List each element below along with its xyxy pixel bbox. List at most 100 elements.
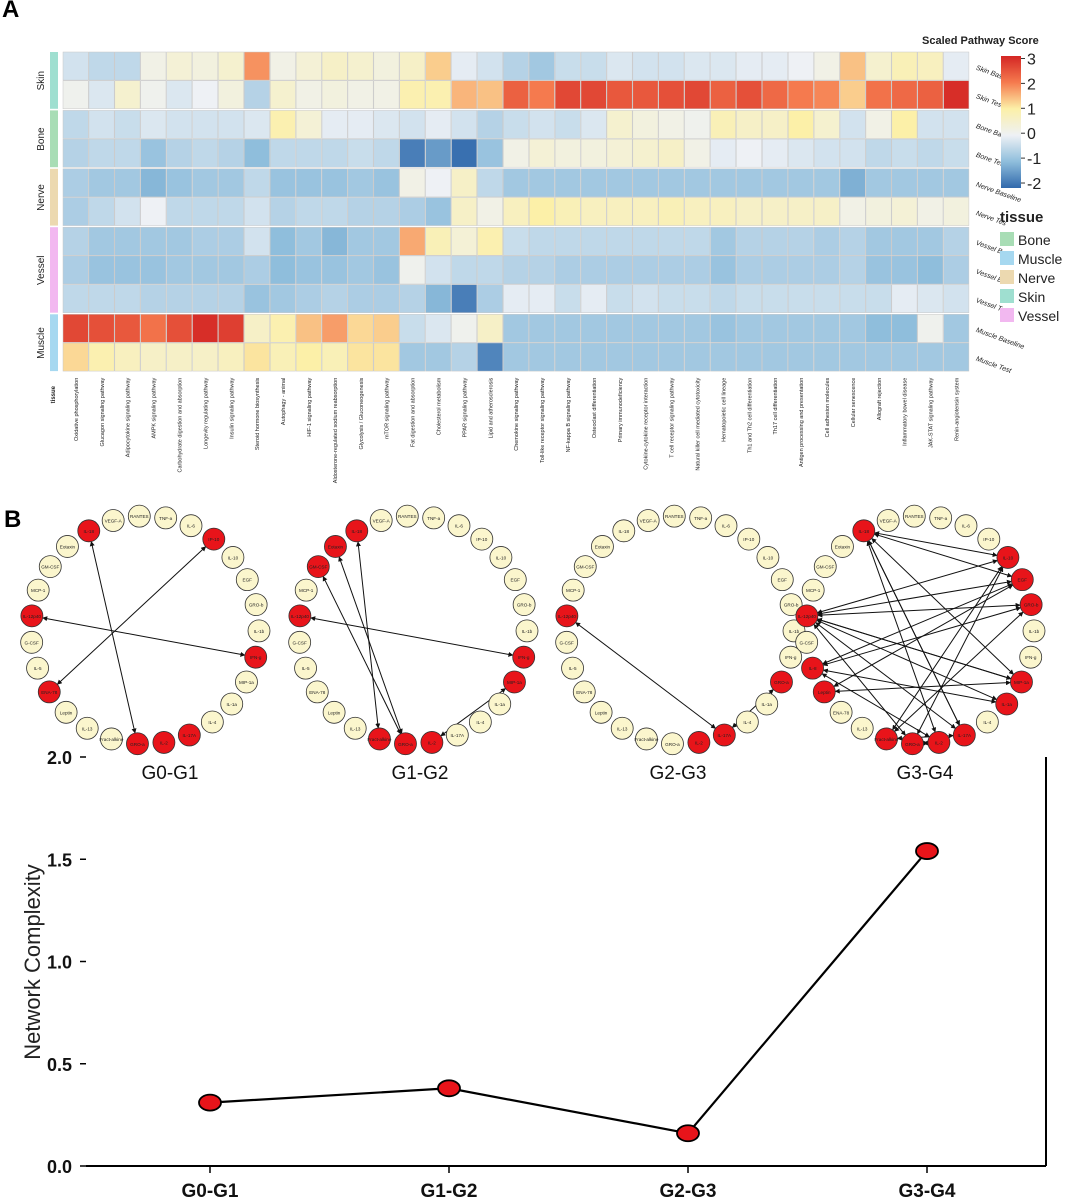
heatmap-cell bbox=[218, 138, 244, 168]
heatmap-cell bbox=[528, 255, 555, 285]
network-node-label: IFN-g bbox=[785, 655, 797, 660]
tissue-legend-title: tissue bbox=[1000, 209, 1043, 226]
heatmap-cell bbox=[347, 110, 374, 139]
heatmap-cell bbox=[295, 197, 322, 226]
network-node-label: ENA-78 bbox=[833, 710, 850, 715]
network-node bbox=[755, 692, 779, 716]
heatmap-cell bbox=[762, 138, 788, 168]
heatmap-cell bbox=[554, 168, 581, 198]
tissue-legend-swatch bbox=[1000, 251, 1014, 265]
network-node bbox=[779, 593, 803, 616]
y-tick-label: 2.0 bbox=[47, 748, 72, 768]
network-node-label: IL-1b bbox=[522, 629, 533, 634]
network-edge bbox=[338, 556, 403, 734]
heatmap-cell bbox=[244, 342, 270, 372]
heatmap-cell bbox=[813, 80, 840, 110]
heatmap-cell bbox=[710, 284, 737, 313]
network-node-label: IL-5 bbox=[569, 666, 577, 671]
heatmap-cell bbox=[425, 314, 452, 343]
network-node-active bbox=[324, 535, 347, 558]
network-node bbox=[561, 578, 585, 602]
network-node-label: GM-CSF bbox=[576, 565, 594, 570]
network-node-label: IL-4 bbox=[983, 720, 991, 725]
heatmap-cell bbox=[865, 138, 892, 168]
heatmap-column-label: Natural killer cell mediated cytotoxicit… bbox=[696, 377, 702, 470]
heatmap-column-label: Carbohydrate digestion and absorption bbox=[178, 378, 184, 473]
heatmap-cell bbox=[684, 80, 711, 110]
heatmap-cell bbox=[943, 226, 970, 256]
network-node-label: IL-5 bbox=[34, 666, 42, 671]
network-node-label: GRO-b bbox=[249, 603, 264, 608]
heatmap-row-label: Muscle Test bbox=[975, 356, 1013, 376]
color-legend-tick-label: -1 bbox=[1027, 151, 1041, 168]
heatmap-cell bbox=[166, 284, 193, 313]
heatmap-cell bbox=[606, 168, 633, 198]
heatmap-cell bbox=[710, 255, 737, 285]
heatmap-cell bbox=[269, 255, 296, 285]
network-node-label: MIP-1a bbox=[239, 680, 254, 685]
network-node bbox=[369, 509, 393, 532]
network-edge bbox=[816, 618, 1012, 680]
heatmap-cell bbox=[88, 284, 115, 313]
heatmap-cell bbox=[632, 226, 659, 256]
heatmap-cell bbox=[580, 51, 607, 81]
network-node-active bbox=[901, 732, 924, 756]
heatmap-column-label: Insulin signaling pathway bbox=[229, 377, 235, 438]
heatmap-cell bbox=[62, 255, 89, 285]
heatmap-cell bbox=[166, 110, 193, 139]
network-node-label: RANTES bbox=[398, 514, 417, 519]
heatmap-cell bbox=[503, 255, 529, 285]
network-node bbox=[902, 504, 926, 528]
heatmap-cell bbox=[321, 138, 348, 168]
heatmap-cell bbox=[891, 80, 918, 110]
network-node bbox=[975, 710, 999, 734]
heatmap-cell bbox=[192, 138, 219, 168]
network-node-label: IL-4 bbox=[208, 720, 216, 725]
heatmap-cell bbox=[762, 168, 788, 198]
x-tick-label: G2-G3 bbox=[659, 1181, 716, 1201]
tissue-legend-label: Nerve bbox=[1018, 270, 1056, 286]
network-node-label: IFN-g bbox=[250, 655, 262, 660]
network-node bbox=[1019, 645, 1043, 669]
heatmap-cell bbox=[295, 342, 322, 372]
heatmap-cell bbox=[218, 284, 244, 313]
network-node-label: IL-1a bbox=[226, 702, 237, 707]
network-node bbox=[561, 656, 584, 680]
heatmap-cell bbox=[813, 284, 840, 313]
network-edge bbox=[822, 583, 1013, 665]
heatmap-cell bbox=[658, 226, 685, 256]
heatmap-cell bbox=[503, 314, 529, 343]
heatmap-cell bbox=[580, 80, 607, 110]
heatmap-cell bbox=[503, 138, 529, 168]
heatmap-cell bbox=[787, 168, 814, 198]
heatmap-cell bbox=[62, 80, 89, 110]
heatmap-cell bbox=[192, 226, 219, 256]
heatmap-cell bbox=[736, 168, 762, 198]
network-node-active bbox=[996, 546, 1020, 569]
network-node-active bbox=[1010, 568, 1034, 592]
network-node-label: IFN-g bbox=[1025, 655, 1037, 660]
network-node-label: IL-13 bbox=[857, 726, 868, 731]
heatmap-cell bbox=[399, 226, 426, 256]
heatmap-cell bbox=[762, 110, 788, 139]
heatmap-column-label: Cell adhesion molecules bbox=[825, 377, 831, 437]
heatmap-cell bbox=[839, 197, 866, 226]
heatmap-cell bbox=[580, 138, 607, 168]
heatmap-cell bbox=[710, 226, 737, 256]
heatmap-cell bbox=[891, 51, 918, 81]
heatmap-cell bbox=[347, 168, 374, 198]
heatmap-cell bbox=[943, 314, 970, 343]
heatmap-cell bbox=[192, 110, 219, 139]
network-node-label: IL-13 bbox=[350, 726, 361, 731]
heatmap-cell bbox=[813, 168, 840, 198]
network-node bbox=[26, 578, 50, 602]
heatmap-cell bbox=[554, 80, 581, 110]
heatmap-cell bbox=[658, 110, 685, 139]
network-node-active bbox=[288, 604, 312, 628]
heatmap-cell bbox=[554, 226, 581, 256]
heatmap-cell bbox=[166, 51, 193, 81]
heatmap-cell bbox=[710, 110, 737, 139]
heatmap-cell bbox=[943, 110, 970, 139]
network-node-label: IL-17A bbox=[451, 733, 465, 738]
network-node-label: MCP-1 bbox=[806, 588, 821, 593]
